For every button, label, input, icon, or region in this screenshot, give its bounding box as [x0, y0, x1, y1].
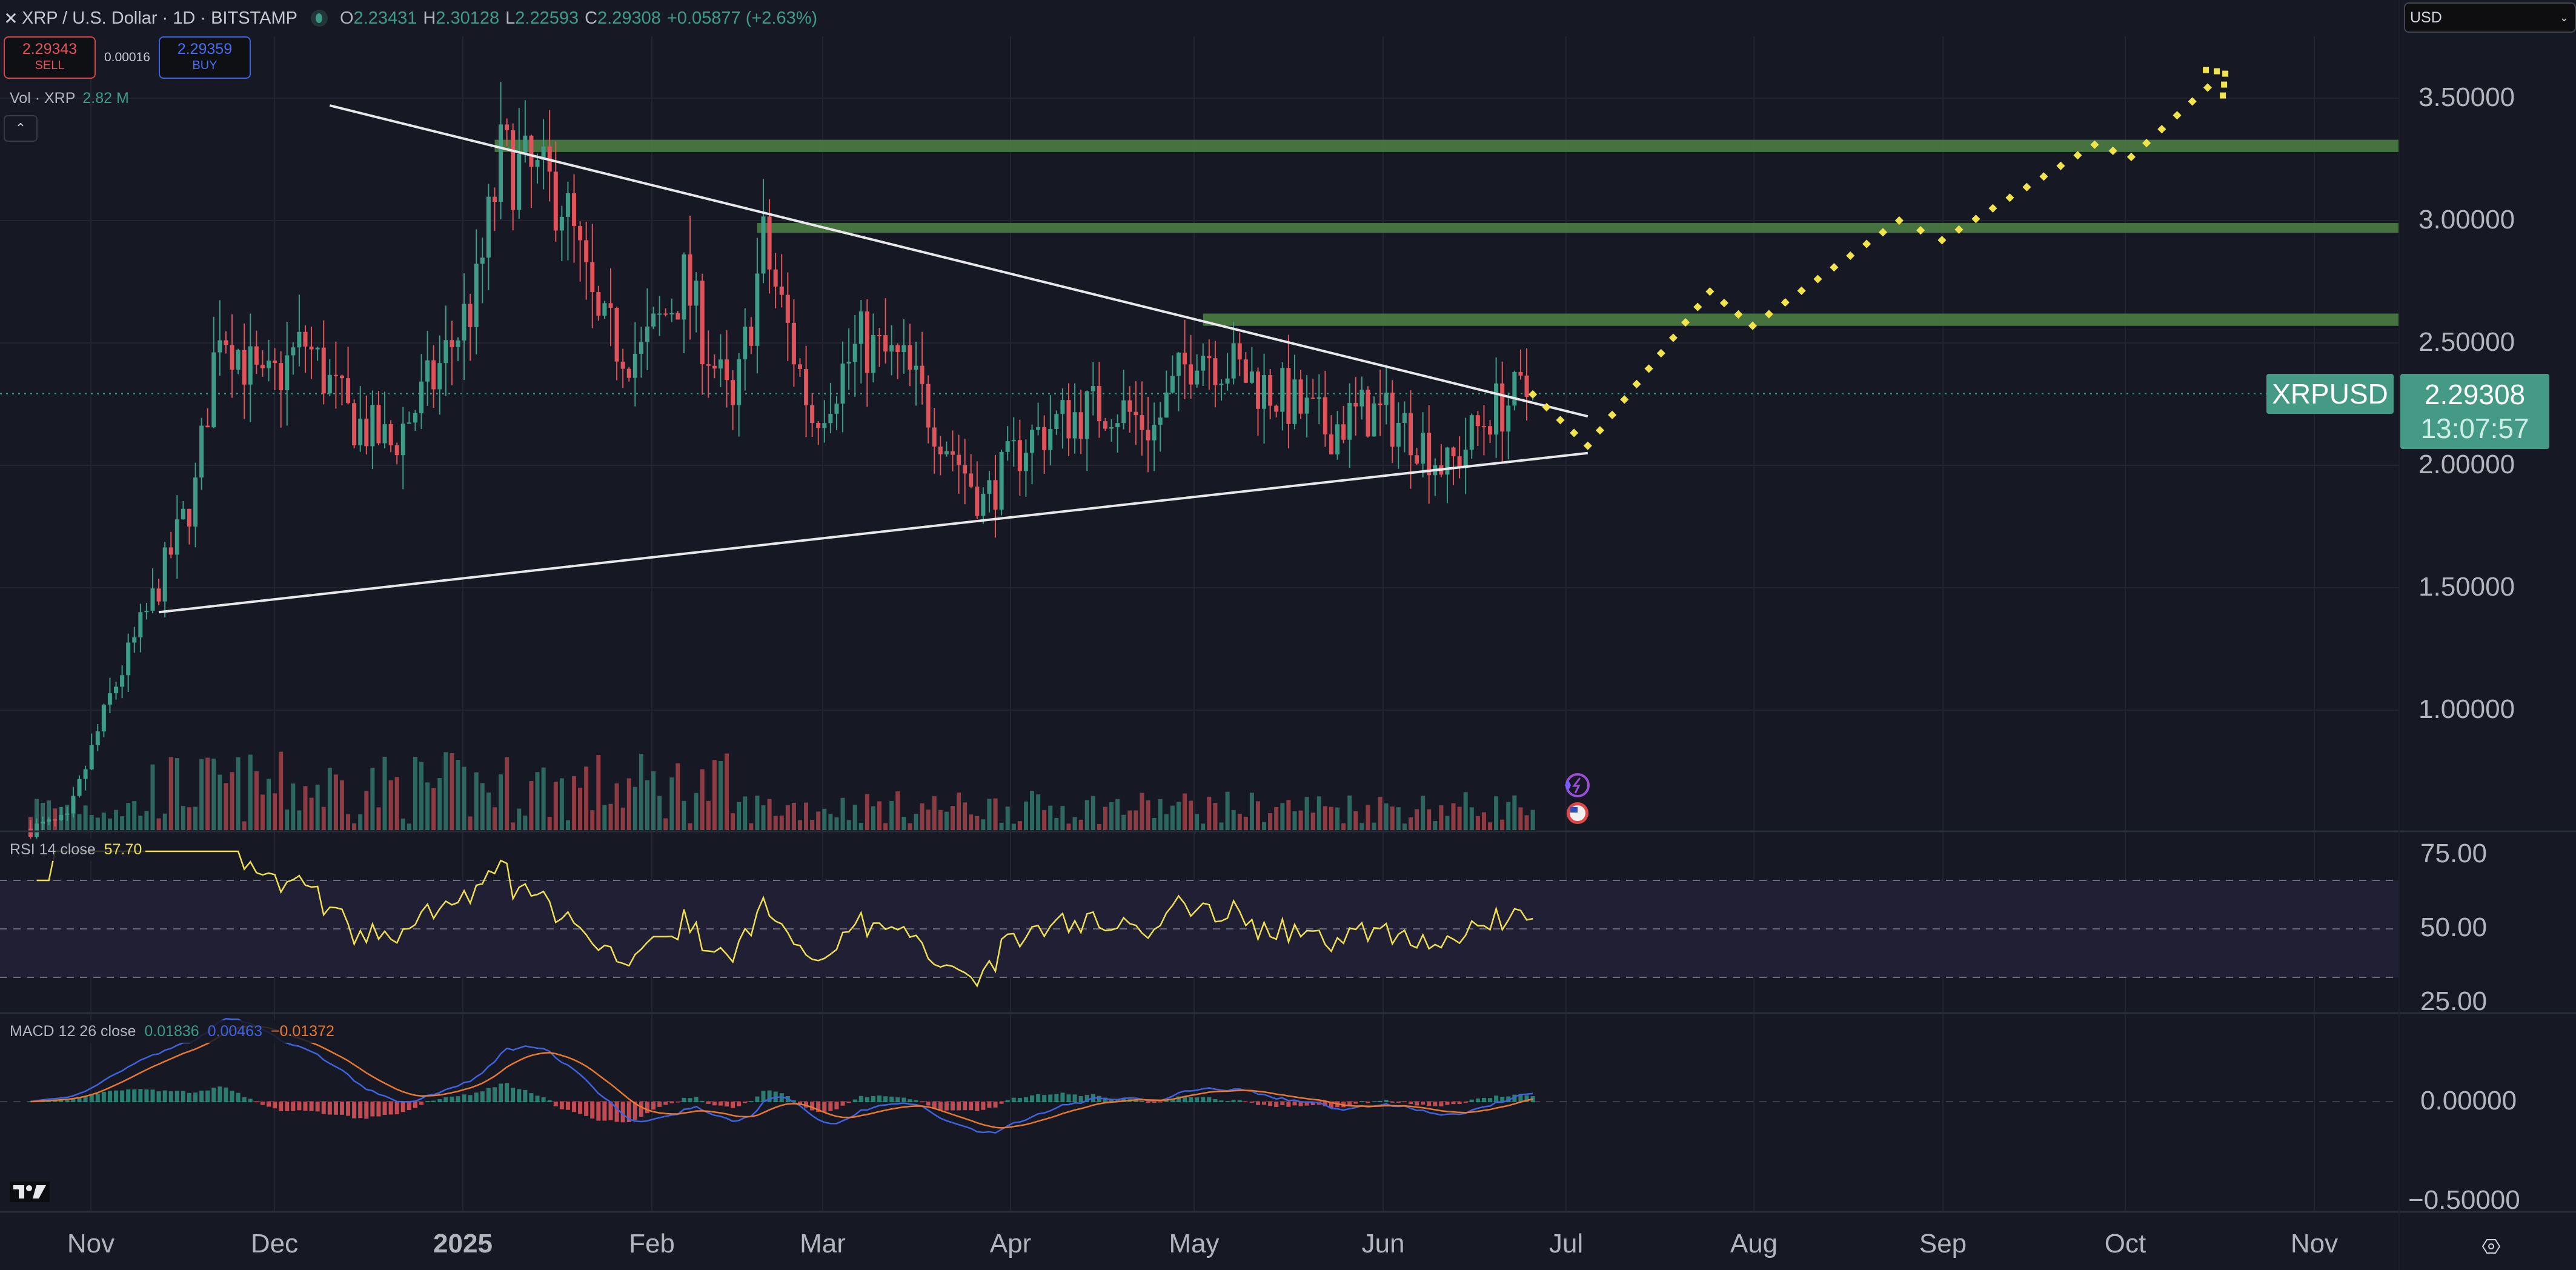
trade-buttons: 2.29343 SELL 0.00016 2.29359 BUY: [4, 36, 251, 79]
rsi-axis-75: 75.00: [2420, 839, 2488, 868]
macd-legend[interactable]: MACD 12 26 close 0.01836 0.00463 −0.0137…: [6, 1020, 338, 1043]
price-axis-label: 1.00000: [2418, 694, 2515, 724]
time-axis-label: Apr: [989, 1229, 1032, 1258]
resistance-zones: [494, 139, 2400, 326]
rsi-legend[interactable]: RSI 14 close 57.70: [6, 839, 146, 861]
symbol-price-tag: XRPUSD: [2266, 374, 2394, 414]
time-axis-label: 2025: [433, 1229, 493, 1258]
rsi-pane: [0, 850, 2399, 988]
chevron-up-icon[interactable]: ⌃: [4, 115, 38, 142]
time-axis-label: Dec: [250, 1229, 299, 1258]
macd-axis-0: 0.00000: [2420, 1086, 2517, 1115]
time-axis-label: Mar: [800, 1229, 846, 1258]
settings-icon[interactable]: [2482, 1237, 2500, 1255]
symbol-title[interactable]: XRP / U.S. Dollar · 1D · BITSTAMP: [22, 8, 297, 28]
time-axis-label: Feb: [629, 1229, 675, 1258]
time-axis-label: Nov: [2290, 1229, 2339, 1258]
time-axis-label: Jul: [1549, 1229, 1584, 1258]
buy-button[interactable]: 2.29359 BUY: [158, 36, 251, 79]
price-axis-label: 1.50000: [2418, 572, 2515, 602]
time-axis-label: Sep: [1919, 1229, 1967, 1258]
volume-bars: [28, 751, 1535, 830]
ohlc-values: O2.23431 H2.30128 L2.22593 C2.29308 +0.0…: [339, 8, 818, 28]
macd-pane: [0, 1017, 2399, 1134]
bar-countdown: 13:07:57: [2420, 413, 2529, 444]
rsi-axis-50: 50.00: [2420, 913, 2488, 942]
price-axis-label: 2.00000: [2418, 450, 2515, 479]
currency-select[interactable]: USD ⌄: [2404, 2, 2576, 33]
price-axis-label: 2.50000: [2418, 327, 2515, 357]
time-axis-label: Nov: [67, 1229, 115, 1258]
time-axis-label: May: [1169, 1229, 1220, 1258]
tradingview-logo-icon[interactable]: [10, 1182, 50, 1202]
chevron-down-icon: ⌄: [2559, 11, 2569, 24]
time-axis-label: Jun: [1361, 1229, 1405, 1258]
x-icon[interactable]: ✕: [4, 8, 18, 28]
price-axis-label: 3.00000: [2418, 205, 2515, 234]
volume-legend[interactable]: Vol · XRP 2.82 M: [10, 90, 129, 107]
sell-button[interactable]: 2.29343 SELL: [4, 36, 96, 79]
projection-path[interactable]: [1529, 67, 2229, 450]
candlesticks: [28, 82, 1535, 840]
market-open-dot-icon[interactable]: [310, 10, 328, 27]
spread-value: 0.00016: [104, 50, 150, 64]
last-price-tag: 2.29308 13:07:57: [2400, 374, 2549, 449]
symbol-header: ✕ XRP / U.S. Dollar · 1D · BITSTAMP O2.2…: [0, 0, 817, 36]
macd-axis-neg05: −0.50000: [2408, 1185, 2520, 1215]
trendlines[interactable]: [158, 104, 1588, 614]
price-axis-label: 3.50000: [2418, 82, 2515, 112]
change-value: +0.05877 (+2.63%): [666, 8, 818, 28]
time-axis-label: Aug: [1730, 1229, 1778, 1258]
events-badges[interactable]: [1565, 773, 1590, 824]
rsi-axis-25: 25.00: [2420, 986, 2488, 1016]
time-axis-label: Oct: [2104, 1229, 2146, 1258]
grid: [0, 36, 2399, 1212]
